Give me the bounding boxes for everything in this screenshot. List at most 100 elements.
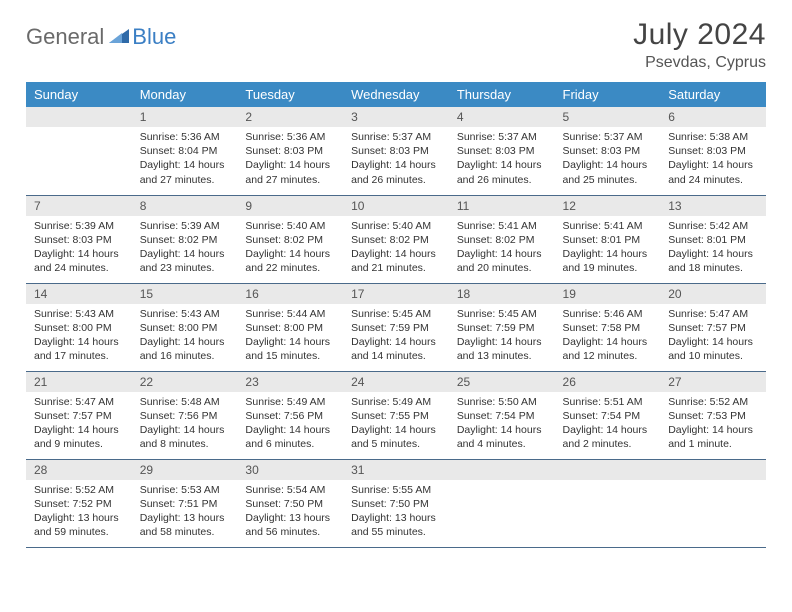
sunset-line: Sunset: 8:04 PM (140, 144, 234, 158)
day-content: Sunrise: 5:55 AMSunset: 7:50 PMDaylight:… (343, 480, 449, 544)
calendar-day-cell: 10Sunrise: 5:40 AMSunset: 8:02 PMDayligh… (343, 195, 449, 283)
sunset-line: Sunset: 7:53 PM (668, 409, 762, 423)
page-title: July 2024 (633, 18, 766, 52)
calendar-day-cell: 23Sunrise: 5:49 AMSunset: 7:56 PMDayligh… (237, 371, 343, 459)
title-block: July 2024 Psevdas, Cyprus (633, 18, 766, 72)
daylight-line: Daylight: 13 hours and 59 minutes. (34, 511, 128, 539)
calendar-page: General Blue July 2024 Psevdas, Cyprus S… (0, 0, 792, 548)
daylight-line: Daylight: 14 hours and 5 minutes. (351, 423, 445, 451)
calendar-day-cell: 15Sunrise: 5:43 AMSunset: 8:00 PMDayligh… (132, 283, 238, 371)
sunrise-line: Sunrise: 5:36 AM (245, 130, 339, 144)
sunrise-line: Sunrise: 5:37 AM (457, 130, 551, 144)
sunset-line: Sunset: 8:03 PM (351, 144, 445, 158)
calendar-day-cell (555, 459, 661, 547)
calendar-day-cell: 5Sunrise: 5:37 AMSunset: 8:03 PMDaylight… (555, 107, 661, 195)
day-content: Sunrise: 5:36 AMSunset: 8:03 PMDaylight:… (237, 127, 343, 191)
sunset-line: Sunset: 7:52 PM (34, 497, 128, 511)
calendar-day-cell: 12Sunrise: 5:41 AMSunset: 8:01 PMDayligh… (555, 195, 661, 283)
day-number: 16 (237, 284, 343, 304)
sunrise-line: Sunrise: 5:38 AM (668, 130, 762, 144)
calendar-day-cell: 27Sunrise: 5:52 AMSunset: 7:53 PMDayligh… (660, 371, 766, 459)
sunset-line: Sunset: 7:50 PM (351, 497, 445, 511)
daylight-line: Daylight: 14 hours and 21 minutes. (351, 247, 445, 275)
weekday-header: Thursday (449, 82, 555, 107)
day-number: 15 (132, 284, 238, 304)
day-content: Sunrise: 5:45 AMSunset: 7:59 PMDaylight:… (343, 304, 449, 368)
day-number: 29 (132, 460, 238, 480)
sunrise-line: Sunrise: 5:45 AM (351, 307, 445, 321)
weekday-header: Sunday (26, 82, 132, 107)
day-content: Sunrise: 5:46 AMSunset: 7:58 PMDaylight:… (555, 304, 661, 368)
sunset-line: Sunset: 8:03 PM (563, 144, 657, 158)
calendar-day-cell: 2Sunrise: 5:36 AMSunset: 8:03 PMDaylight… (237, 107, 343, 195)
day-content: Sunrise: 5:37 AMSunset: 8:03 PMDaylight:… (449, 127, 555, 191)
daylight-line: Daylight: 14 hours and 1 minute. (668, 423, 762, 451)
calendar-day-cell: 14Sunrise: 5:43 AMSunset: 8:00 PMDayligh… (26, 283, 132, 371)
day-number: 23 (237, 372, 343, 392)
sunrise-line: Sunrise: 5:36 AM (140, 130, 234, 144)
calendar-body: 1Sunrise: 5:36 AMSunset: 8:04 PMDaylight… (26, 107, 766, 547)
day-number: 10 (343, 196, 449, 216)
day-content: Sunrise: 5:53 AMSunset: 7:51 PMDaylight:… (132, 480, 238, 544)
day-content: Sunrise: 5:41 AMSunset: 8:01 PMDaylight:… (555, 216, 661, 280)
day-number (660, 460, 766, 480)
sunrise-line: Sunrise: 5:50 AM (457, 395, 551, 409)
sunset-line: Sunset: 7:51 PM (140, 497, 234, 511)
daylight-line: Daylight: 14 hours and 17 minutes. (34, 335, 128, 363)
sunset-line: Sunset: 8:02 PM (457, 233, 551, 247)
sunset-line: Sunset: 8:03 PM (457, 144, 551, 158)
calendar-day-cell: 31Sunrise: 5:55 AMSunset: 7:50 PMDayligh… (343, 459, 449, 547)
weekday-header: Tuesday (237, 82, 343, 107)
daylight-line: Daylight: 14 hours and 13 minutes. (457, 335, 551, 363)
daylight-line: Daylight: 14 hours and 19 minutes. (563, 247, 657, 275)
sunset-line: Sunset: 7:54 PM (457, 409, 551, 423)
calendar-day-cell: 28Sunrise: 5:52 AMSunset: 7:52 PMDayligh… (26, 459, 132, 547)
day-number: 12 (555, 196, 661, 216)
sunrise-line: Sunrise: 5:53 AM (140, 483, 234, 497)
sunrise-line: Sunrise: 5:39 AM (140, 219, 234, 233)
sunrise-line: Sunrise: 5:39 AM (34, 219, 128, 233)
day-number: 21 (26, 372, 132, 392)
sunrise-line: Sunrise: 5:49 AM (351, 395, 445, 409)
day-number: 22 (132, 372, 238, 392)
sunrise-line: Sunrise: 5:46 AM (563, 307, 657, 321)
calendar-day-cell: 11Sunrise: 5:41 AMSunset: 8:02 PMDayligh… (449, 195, 555, 283)
sunset-line: Sunset: 7:58 PM (563, 321, 657, 335)
day-content: Sunrise: 5:39 AMSunset: 8:02 PMDaylight:… (132, 216, 238, 280)
sunrise-line: Sunrise: 5:47 AM (668, 307, 762, 321)
day-content: Sunrise: 5:52 AMSunset: 7:53 PMDaylight:… (660, 392, 766, 456)
day-number: 26 (555, 372, 661, 392)
daylight-line: Daylight: 14 hours and 25 minutes. (563, 158, 657, 186)
calendar-day-cell: 29Sunrise: 5:53 AMSunset: 7:51 PMDayligh… (132, 459, 238, 547)
day-content: Sunrise: 5:52 AMSunset: 7:52 PMDaylight:… (26, 480, 132, 544)
daylight-line: Daylight: 14 hours and 2 minutes. (563, 423, 657, 451)
calendar-day-cell: 4Sunrise: 5:37 AMSunset: 8:03 PMDaylight… (449, 107, 555, 195)
calendar-day-cell: 1Sunrise: 5:36 AMSunset: 8:04 PMDaylight… (132, 107, 238, 195)
day-content: Sunrise: 5:47 AMSunset: 7:57 PMDaylight:… (26, 392, 132, 456)
calendar-day-cell: 16Sunrise: 5:44 AMSunset: 8:00 PMDayligh… (237, 283, 343, 371)
day-number: 18 (449, 284, 555, 304)
daylight-line: Daylight: 14 hours and 24 minutes. (668, 158, 762, 186)
sunset-line: Sunset: 7:56 PM (140, 409, 234, 423)
sunset-line: Sunset: 7:57 PM (34, 409, 128, 423)
calendar-day-cell: 19Sunrise: 5:46 AMSunset: 7:58 PMDayligh… (555, 283, 661, 371)
calendar-day-cell: 25Sunrise: 5:50 AMSunset: 7:54 PMDayligh… (449, 371, 555, 459)
day-number (449, 460, 555, 480)
brand-part2: Blue (132, 24, 176, 50)
day-number: 27 (660, 372, 766, 392)
day-number: 24 (343, 372, 449, 392)
sunset-line: Sunset: 8:01 PM (563, 233, 657, 247)
calendar-day-cell: 22Sunrise: 5:48 AMSunset: 7:56 PMDayligh… (132, 371, 238, 459)
day-number: 14 (26, 284, 132, 304)
day-content: Sunrise: 5:44 AMSunset: 8:00 PMDaylight:… (237, 304, 343, 368)
calendar-week-row: 14Sunrise: 5:43 AMSunset: 8:00 PMDayligh… (26, 283, 766, 371)
day-content: Sunrise: 5:40 AMSunset: 8:02 PMDaylight:… (343, 216, 449, 280)
day-content: Sunrise: 5:40 AMSunset: 8:02 PMDaylight:… (237, 216, 343, 280)
day-number (555, 460, 661, 480)
daylight-line: Daylight: 14 hours and 8 minutes. (140, 423, 234, 451)
day-number: 28 (26, 460, 132, 480)
daylight-line: Daylight: 14 hours and 6 minutes. (245, 423, 339, 451)
daylight-line: Daylight: 14 hours and 18 minutes. (668, 247, 762, 275)
calendar-day-cell: 7Sunrise: 5:39 AMSunset: 8:03 PMDaylight… (26, 195, 132, 283)
sunrise-line: Sunrise: 5:55 AM (351, 483, 445, 497)
